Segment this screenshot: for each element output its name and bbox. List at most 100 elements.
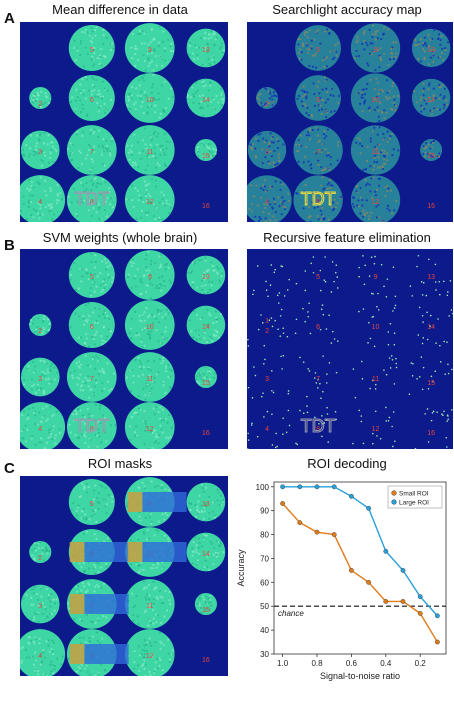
- rfe-voxel: [296, 283, 298, 285]
- texture-speck: [102, 280, 104, 282]
- texture-speck: [77, 585, 79, 587]
- searchlight-shade: [247, 175, 292, 222]
- texture-speck: [30, 319, 32, 321]
- texture-speck: [143, 485, 145, 487]
- texture-speck: [146, 593, 148, 595]
- texture-speck: [75, 100, 77, 102]
- texture-speck: [146, 643, 148, 645]
- rfe-voxel: [353, 368, 355, 370]
- texture-speck: [142, 150, 144, 152]
- region-number: 4: [38, 653, 42, 660]
- texture-speck: [139, 515, 141, 517]
- texture-speck: [194, 44, 196, 46]
- texture-speck: [215, 149, 217, 151]
- texture-speck: [82, 517, 84, 519]
- texture-speck: [169, 661, 171, 663]
- texture-speck: [89, 292, 91, 294]
- texture-speck: [26, 657, 28, 659]
- texture-speck: [192, 336, 194, 338]
- texture-speck: [154, 38, 156, 40]
- rfe-voxel: [324, 256, 326, 258]
- texture-speck: [164, 133, 166, 135]
- texture-speck: [162, 360, 164, 362]
- texture-speck: [33, 641, 35, 643]
- texture-speck: [138, 334, 140, 336]
- texture-speck: [31, 435, 33, 437]
- texture-speck: [42, 326, 44, 328]
- texture-speck: [40, 587, 42, 589]
- texture-speck: [195, 91, 197, 93]
- rfe-voxel: [391, 426, 393, 428]
- texture-speck: [210, 604, 212, 606]
- texture-speck: [104, 505, 106, 507]
- texture-speck: [166, 203, 168, 205]
- x-tick-label: 0.8: [311, 659, 323, 668]
- texture-speck: [134, 311, 136, 313]
- texture-speck: [33, 319, 35, 321]
- texture-speck: [154, 413, 156, 415]
- texture-speck: [194, 310, 196, 312]
- texture-speck: [79, 83, 81, 85]
- texture-speck: [147, 368, 149, 370]
- texture-speck: [39, 207, 41, 209]
- texture-speck: [107, 148, 109, 150]
- chance-label: chance: [278, 609, 304, 618]
- texture-speck: [97, 586, 99, 588]
- texture-speck: [160, 284, 162, 286]
- texture-speck: [92, 621, 94, 623]
- rfe-voxel: [252, 293, 254, 295]
- texture-speck: [170, 387, 172, 389]
- texture-speck: [80, 92, 82, 94]
- region-number: 16: [202, 203, 210, 210]
- texture-speck: [96, 102, 98, 104]
- rfe-voxel: [358, 410, 360, 412]
- texture-speck: [98, 110, 100, 112]
- texture-speck: [152, 564, 154, 566]
- texture-speck: [137, 664, 139, 666]
- texture-speck: [82, 315, 84, 317]
- texture-speck: [107, 381, 109, 383]
- tdt-overlay-text: TDT: [74, 416, 109, 436]
- texture-speck: [99, 408, 101, 410]
- region-number: 7: [90, 149, 94, 156]
- texture-speck: [111, 495, 113, 497]
- texture-speck: [83, 324, 85, 326]
- rfe-voxel: [258, 329, 260, 331]
- rfe-voxel: [358, 276, 360, 278]
- texture-speck: [145, 517, 147, 519]
- rfe-voxel: [377, 293, 379, 295]
- texture-speck: [74, 370, 76, 372]
- texture-speck: [144, 394, 146, 396]
- texture-speck: [86, 78, 88, 80]
- texture-speck: [149, 62, 151, 64]
- texture-speck: [131, 369, 133, 371]
- texture-speck: [83, 508, 85, 510]
- texture-speck: [147, 360, 149, 362]
- region-number: 12: [372, 199, 380, 206]
- texture-speck: [44, 102, 46, 104]
- texture-speck: [153, 618, 155, 620]
- texture-speck: [104, 340, 106, 342]
- data-point: [401, 568, 405, 572]
- texture-speck: [161, 58, 163, 60]
- texture-speck: [98, 57, 100, 59]
- texture-speck: [51, 363, 53, 365]
- texture-speck: [206, 566, 208, 568]
- rfe-voxel: [248, 345, 250, 347]
- texture-speck: [169, 279, 171, 281]
- y-tick-label: 70: [260, 554, 269, 563]
- texture-speck: [73, 47, 75, 49]
- texture-speck: [144, 398, 146, 400]
- texture-speck: [99, 272, 101, 274]
- texture-speck: [137, 33, 139, 35]
- rfe-voxel: [421, 281, 423, 283]
- rfe-voxel: [322, 355, 324, 357]
- texture-speck: [169, 368, 171, 370]
- texture-speck: [198, 546, 200, 548]
- texture-speck: [155, 434, 157, 436]
- rfe-voxel: [322, 304, 324, 306]
- texture-speck: [99, 93, 101, 95]
- texture-speck: [134, 604, 136, 606]
- texture-speck: [56, 372, 58, 374]
